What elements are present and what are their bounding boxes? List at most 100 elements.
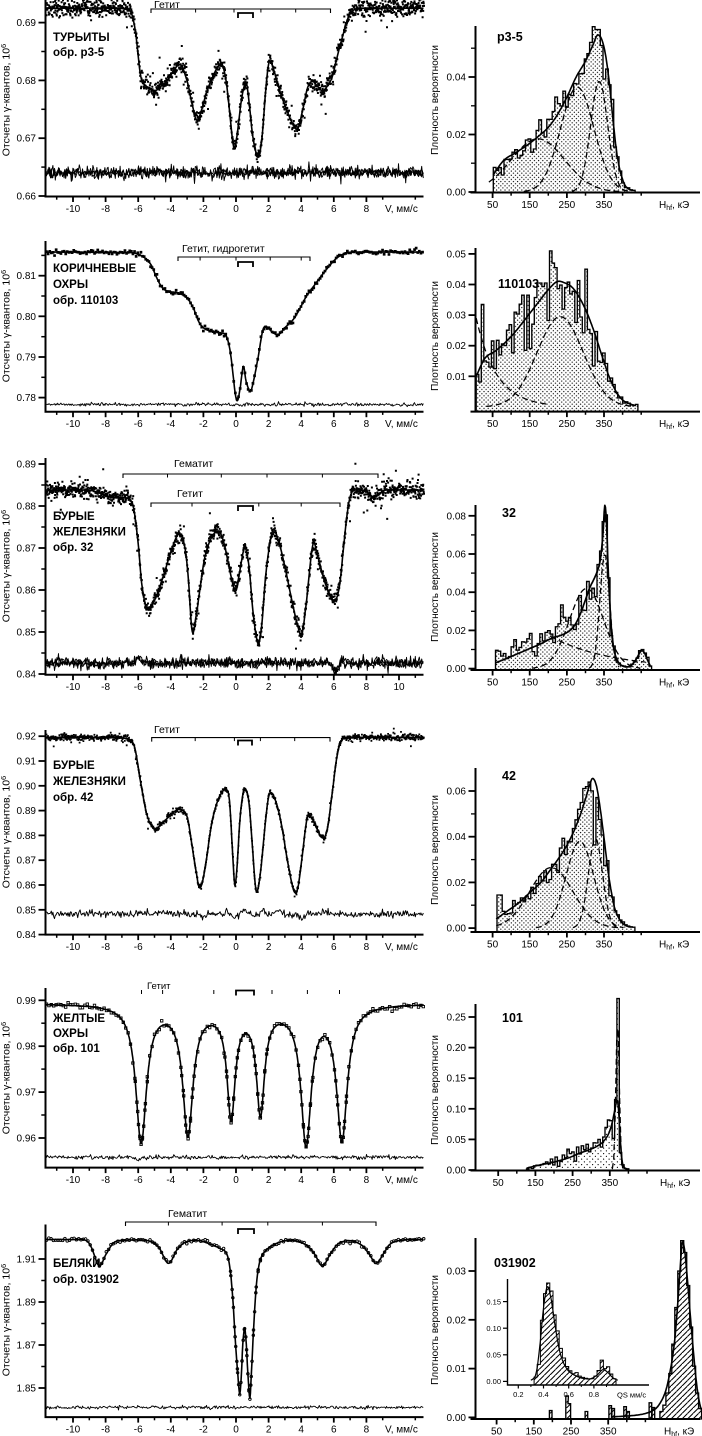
- svg-text:-4: -4: [166, 942, 175, 953]
- svg-text:-2: -2: [199, 204, 208, 215]
- svg-text:-2: -2: [199, 419, 208, 430]
- svg-text:2: 2: [266, 204, 272, 215]
- svg-text:0.78: 0.78: [17, 393, 37, 404]
- svg-text:0: 0: [233, 1425, 239, 1436]
- svg-text:-6: -6: [134, 1175, 143, 1186]
- svg-text:0.2: 0.2: [513, 1390, 523, 1399]
- svg-text:-8: -8: [101, 682, 110, 693]
- svg-text:6: 6: [331, 1425, 337, 1436]
- svg-text:0.00: 0.00: [447, 188, 467, 199]
- svg-text:250: 250: [559, 419, 576, 430]
- svg-text:2: 2: [266, 419, 272, 430]
- svg-text:0.08: 0.08: [447, 511, 467, 522]
- svg-text:250: 250: [559, 200, 576, 211]
- svg-text:0.15: 0.15: [486, 1297, 501, 1306]
- svg-text:0.02: 0.02: [447, 1315, 467, 1326]
- svg-text:0.97: 0.97: [17, 1088, 37, 1099]
- svg-text:БЕЛЯКИ: БЕЛЯКИ: [53, 1258, 101, 1270]
- svg-text:Гетит: Гетит: [154, 724, 180, 736]
- svg-text:-10: -10: [66, 419, 81, 430]
- svg-text:0.84: 0.84: [17, 670, 37, 681]
- svg-text:6: 6: [331, 942, 337, 953]
- svg-text:Гематит: Гематит: [168, 1208, 207, 1220]
- svg-text:V, мм/с: V, мм/с: [385, 204, 418, 215]
- svg-text:-8: -8: [101, 942, 110, 953]
- svg-text:-2: -2: [199, 682, 208, 693]
- svg-text:0.6: 0.6: [563, 1390, 573, 1399]
- svg-text:0.25: 0.25: [447, 1013, 467, 1024]
- svg-text:ЖЕЛЕЗНЯКИ: ЖЕЛЕЗНЯКИ: [52, 527, 126, 539]
- svg-text:0.89: 0.89: [17, 806, 37, 817]
- svg-text:0.02: 0.02: [447, 626, 467, 637]
- svg-text:50: 50: [487, 200, 499, 211]
- svg-text:0.87: 0.87: [17, 544, 37, 555]
- svg-text:p3-5: p3-5: [497, 30, 523, 44]
- svg-text:V, мм/с: V, мм/с: [385, 1175, 418, 1186]
- svg-text:V, мм/с: V, мм/с: [385, 419, 418, 430]
- svg-text:-6: -6: [134, 1425, 143, 1436]
- svg-text:обр. 110103: обр. 110103: [53, 295, 118, 307]
- svg-text:0: 0: [233, 1175, 239, 1186]
- svg-text:Гетит: Гетит: [147, 981, 171, 992]
- svg-text:-6: -6: [134, 682, 143, 693]
- svg-text:0: 0: [233, 419, 239, 430]
- svg-text:-8: -8: [101, 1425, 110, 1436]
- svg-text:2: 2: [266, 1425, 272, 1436]
- svg-text:0.10: 0.10: [486, 1324, 501, 1333]
- svg-text:-10: -10: [66, 204, 81, 215]
- svg-text:-2: -2: [199, 1175, 208, 1186]
- svg-text:0.99: 0.99: [17, 996, 37, 1007]
- svg-text:Hhf, кЭ: Hhf, кЭ: [659, 940, 689, 952]
- svg-text:0.85: 0.85: [17, 628, 37, 639]
- svg-text:Гетит: Гетит: [177, 488, 203, 500]
- svg-text:150: 150: [521, 940, 538, 951]
- svg-text:-10: -10: [66, 942, 81, 953]
- svg-text:0.8: 0.8: [589, 1390, 599, 1399]
- svg-text:0.05: 0.05: [447, 1135, 467, 1146]
- svg-text:-2: -2: [199, 942, 208, 953]
- svg-text:10: 10: [393, 682, 405, 693]
- svg-text:0.90: 0.90: [17, 781, 37, 792]
- svg-text:0.00: 0.00: [447, 1413, 467, 1424]
- svg-text:0.91: 0.91: [17, 757, 37, 768]
- svg-text:32: 32: [502, 506, 516, 520]
- svg-text:350: 350: [596, 678, 613, 689]
- svg-text:0.98: 0.98: [17, 1042, 37, 1053]
- svg-text:0.02: 0.02: [447, 878, 467, 889]
- svg-text:350: 350: [596, 200, 613, 211]
- svg-text:-8: -8: [101, 419, 110, 430]
- svg-text:0.05: 0.05: [447, 249, 467, 260]
- svg-text:Плотность вероятности: Плотность вероятности: [430, 1035, 441, 1145]
- svg-text:ОХРЫ: ОХРЫ: [53, 279, 88, 291]
- svg-text:0.04: 0.04: [447, 588, 467, 599]
- svg-text:Hhf, кЭ: Hhf, кЭ: [659, 200, 689, 212]
- svg-text:0.88: 0.88: [17, 502, 37, 513]
- svg-text:0.06: 0.06: [447, 787, 467, 798]
- svg-text:ЖЕЛЕЗНЯКИ: ЖЕЛЕЗНЯКИ: [52, 776, 126, 788]
- svg-text:150: 150: [521, 200, 538, 211]
- svg-text:250: 250: [563, 1427, 580, 1436]
- svg-text:Плотность вероятности: Плотность вероятности: [430, 45, 441, 155]
- svg-text:-8: -8: [101, 1175, 110, 1186]
- svg-text:6: 6: [331, 419, 337, 430]
- svg-text:2: 2: [266, 1175, 272, 1186]
- svg-text:0: 0: [233, 942, 239, 953]
- svg-text:150: 150: [521, 678, 538, 689]
- svg-text:0.66: 0.66: [17, 192, 37, 203]
- svg-text:КОРИЧНЕВЫЕ: КОРИЧНЕВЫЕ: [53, 263, 137, 275]
- svg-text:V, мм/с: V, мм/с: [385, 1425, 418, 1436]
- svg-text:0.00: 0.00: [447, 664, 467, 675]
- svg-text:4: 4: [298, 1425, 304, 1436]
- svg-text:ТУРЬИТЫ: ТУРЬИТЫ: [53, 32, 110, 44]
- svg-text:Плотность вероятности: Плотность вероятности: [430, 1275, 441, 1385]
- svg-text:250: 250: [564, 1178, 581, 1189]
- svg-text:150: 150: [525, 1427, 542, 1436]
- svg-text:50: 50: [491, 1427, 503, 1436]
- svg-text:0.20: 0.20: [447, 1043, 467, 1054]
- svg-text:0.4: 0.4: [538, 1390, 548, 1399]
- svg-text:6: 6: [331, 1175, 337, 1186]
- svg-text:4: 4: [298, 1175, 304, 1186]
- svg-text:0.10: 0.10: [447, 1104, 467, 1115]
- svg-text:Hhf, кЭ: Hhf, кЭ: [664, 1427, 694, 1436]
- svg-text:250: 250: [559, 940, 576, 951]
